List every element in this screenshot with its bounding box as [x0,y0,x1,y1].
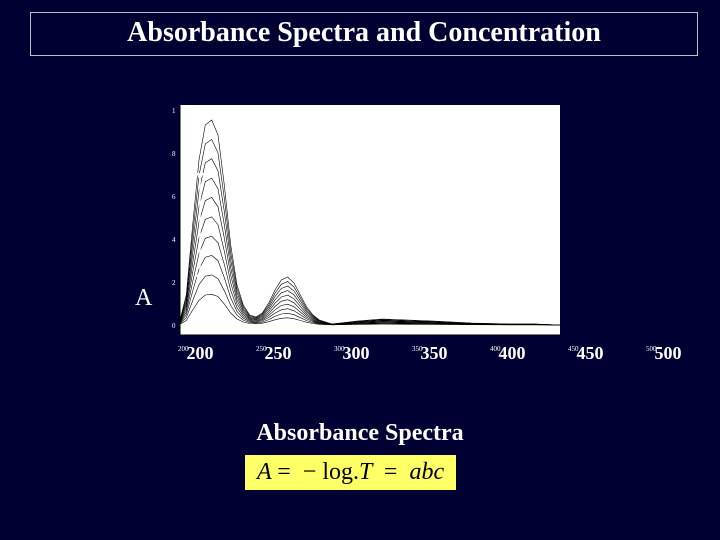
xtick: 500500 [644,343,682,364]
conc-a-sub: A [347,127,357,142]
page-title-box: Absorbance Spectra and Concentration [30,12,698,56]
xtick: 450450 [566,343,604,364]
conc-a-label: conc.A [300,113,357,143]
eq-equals2: = [378,459,410,485]
conc-b-prefix: conc. [470,270,517,295]
eq-abc: abc [409,459,444,485]
conc-b-sub: B [517,284,526,299]
page-title: Absorbance Spectra and Concentration [127,17,601,48]
eq-mid: log. [322,459,359,485]
lower-label: Absorbance Spectra [0,420,720,447]
xtick: 350350 [410,343,448,364]
eq-lhs: A [257,459,271,485]
conc-b-label: conc.B [470,270,526,300]
eq-equals: = − [277,459,322,485]
equation-box: A = − log.T = abc [245,455,456,490]
xtick: 300300 [332,343,370,364]
spectra-chart: 1 8 6 4 2 0 A conc.A conc.B 200200 25025… [130,95,650,355]
eq-T: T [359,459,372,485]
curves-svg [130,95,650,355]
xtick: 200200 [176,343,214,364]
xtick: 400400 [488,343,526,364]
xtick: 250250 [254,343,292,364]
conc-a-prefix: conc. [300,113,347,138]
